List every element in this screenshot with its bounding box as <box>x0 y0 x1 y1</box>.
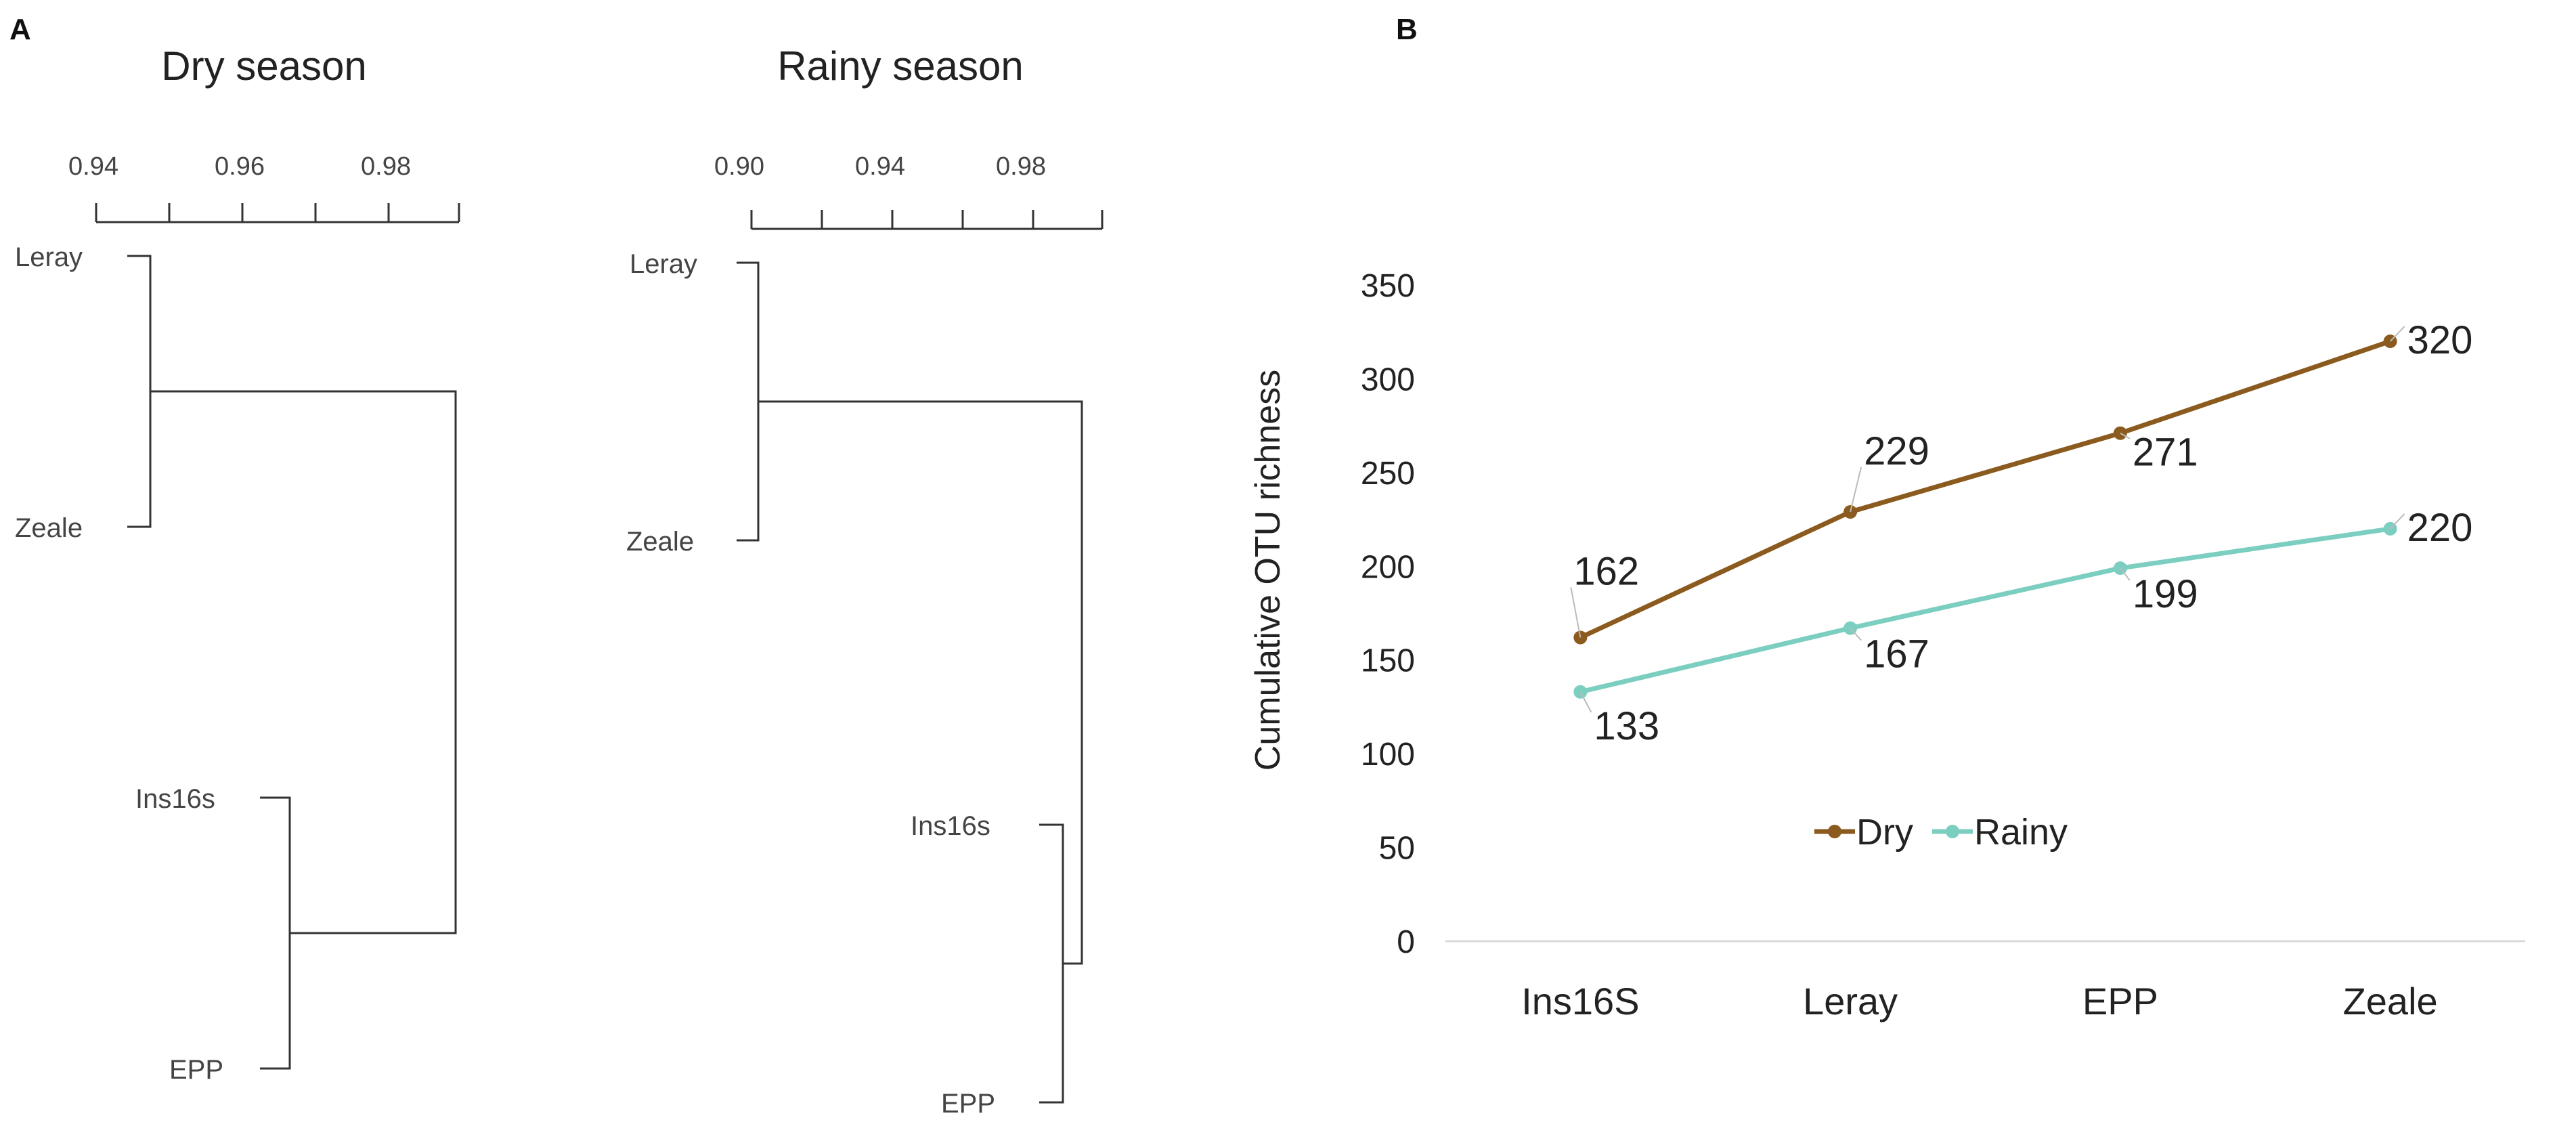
data-label-dry: 162 <box>1573 549 1639 593</box>
y-tick-label: 150 <box>1361 643 1415 679</box>
dendrogram-dry: Dry season 0.94 0.96 0.98 Leray Zeale In… <box>15 43 460 1085</box>
otu-richness-chart: Cumulative OTU richness 0 50 100 150 200 250 3… <box>1248 268 2525 1022</box>
rainy-tick-3: 0.98 <box>996 152 1046 181</box>
rainy-leaf-leray: Leray <box>630 249 697 279</box>
rainy-tick-2: 0.94 <box>855 152 905 181</box>
x-category-label: Zeale <box>2343 980 2438 1022</box>
dry-branch-ins16s-epp <box>260 796 291 1070</box>
data-label-rainy: 199 <box>2133 572 2198 616</box>
leader-line <box>1850 627 1862 641</box>
dry-leaf-zeale: Zeale <box>15 513 83 543</box>
rainy-branch-ins16s-epp <box>1039 823 1064 1104</box>
y-tick-label: 100 <box>1361 737 1415 773</box>
legend-label-dry: Dry <box>1856 812 1913 853</box>
rainy-branch-leray-zeale <box>737 261 760 542</box>
y-tick-label: 250 <box>1361 456 1415 492</box>
legend-label-rainy: Rainy <box>1974 812 2068 853</box>
data-label-rainy: 220 <box>2407 506 2473 550</box>
rainy-title: Rainy season <box>777 43 1024 89</box>
rainy-leaf-zeale: Zeale <box>626 527 694 557</box>
y-tick-label: 50 <box>1379 831 1415 867</box>
panel-a-label: A <box>9 13 31 46</box>
y-axis-label: Cumulative OTU richness <box>1248 370 1288 771</box>
y-tick-label: 300 <box>1361 362 1415 397</box>
leader-line <box>2389 326 2405 342</box>
dry-leaf-ins16s: Ins16s <box>135 784 215 814</box>
leader-line <box>2120 567 2131 581</box>
legend: Dry Rainy <box>1814 812 2068 853</box>
data-label-dry: 229 <box>1864 429 1929 473</box>
dry-tick-2: 0.96 <box>215 152 265 181</box>
data-label-dry: 271 <box>2133 431 2198 475</box>
dry-leaf-leray: Leray <box>15 242 83 272</box>
dry-title: Dry season <box>161 43 366 89</box>
x-category-label: EPP <box>2082 980 2158 1022</box>
data-label-dry: 320 <box>2407 318 2473 362</box>
y-tick-label: 350 <box>1361 268 1415 304</box>
dendrogram-rainy: Rainy season 0.90 0.94 0.98 Leray Zeale … <box>626 43 1104 1119</box>
x-categories: Ins16S Leray EPP Zeale <box>1521 980 2437 1022</box>
dry-branch-root <box>150 390 457 934</box>
leader-line <box>2120 432 2131 439</box>
data-labels: 162 229 271 320 133 167 199 220 <box>1570 318 2473 748</box>
leader-line <box>2389 513 2405 530</box>
dry-leaf-epp: EPP <box>169 1055 223 1085</box>
series-line-rainy <box>1579 526 2391 695</box>
leader-line <box>1850 467 1862 513</box>
dry-tick-1: 0.94 <box>68 152 118 181</box>
dry-branch-leray-zeale <box>127 255 152 528</box>
series-line-dry <box>1579 339 2391 640</box>
y-tick-label: 0 <box>1397 924 1415 960</box>
data-label-rainy: 167 <box>1864 632 1929 676</box>
legend-marker-rainy <box>1946 825 1959 838</box>
x-category-label: Ins16S <box>1521 980 1639 1022</box>
rainy-leaf-epp: EPP <box>941 1089 995 1119</box>
leader-line <box>1579 691 1592 713</box>
y-ticks: 0 50 100 150 200 250 300 350 <box>1361 268 1415 960</box>
y-tick-label: 200 <box>1361 549 1415 585</box>
x-category-label: Leray <box>1803 980 1898 1022</box>
legend-marker-dry <box>1828 825 1841 838</box>
dry-tick-3: 0.98 <box>361 152 411 181</box>
series-group <box>1573 335 2397 699</box>
rainy-branch-root <box>758 400 1083 965</box>
data-label-rainy: 133 <box>1594 704 1659 748</box>
rainy-tick-1: 0.90 <box>714 152 764 181</box>
rainy-leaf-ins16s: Ins16s <box>911 811 990 841</box>
panel-b-label: B <box>1396 13 1418 46</box>
leader-line <box>1570 587 1581 638</box>
